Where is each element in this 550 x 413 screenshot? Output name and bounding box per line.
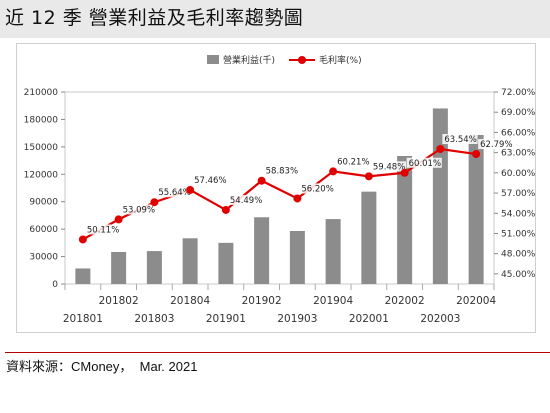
gross-margin-data-label: 55.64% [158, 188, 190, 198]
x-axis-category-label: 201804 [170, 295, 210, 307]
gross-margin-data-label: 57.46% [194, 176, 226, 186]
x-axis-category-label: 202004 [456, 295, 496, 307]
gross-margin-point [150, 198, 159, 207]
right-axis-tick-label: 45.00% [501, 270, 536, 280]
x-axis-category-label: 202002 [385, 295, 425, 307]
right-axis-tick-label: 66.00% [501, 128, 536, 138]
gross-margin-label-bg [299, 183, 335, 194]
left-axis-tick-label: 180000 [24, 115, 59, 125]
gross-margin-label-bg [192, 174, 228, 185]
right-axis-tick-label: 57.00% [501, 189, 536, 199]
gross-margin-point [400, 168, 409, 177]
operating-income-bar [182, 238, 198, 284]
gross-margin-label-bg [263, 165, 299, 176]
gross-margin-label-bg [406, 157, 442, 168]
right-axis-tick-label: 69.00% [501, 108, 536, 118]
combo-chart: 0 30000 60000 90000 120000 150000 180000 210000… [24, 54, 536, 325]
operating-income-bar [146, 251, 162, 284]
operating-income-bar [361, 191, 377, 284]
gross-margin-point [472, 150, 481, 159]
right-axis-tick-label: 48.00% [501, 250, 536, 260]
right-axis-tick-label: 51.00% [501, 229, 536, 239]
operating-income-bar [397, 156, 413, 284]
operating-income-bar [468, 134, 484, 284]
gross-margin-point [293, 194, 302, 203]
x-axis-category-label: 201801 [63, 313, 103, 325]
x-axis-category-label: 201904 [313, 295, 353, 307]
operating-income-bar [75, 268, 91, 284]
gross-margin-label-bg [335, 156, 371, 167]
gross-margin-label-bg [84, 224, 121, 235]
gross-margin-data-label: 50.11% [87, 225, 119, 235]
operating-income-bar [325, 219, 341, 284]
legend-line-label: 毛利率(%) [319, 54, 362, 66]
axes: 0 30000 60000 90000 120000 150000 180000 210000… [24, 88, 536, 325]
gross-margin-point [78, 235, 87, 244]
gross-margin-label-bg [227, 194, 264, 205]
gross-margin-data-label: 60.01% [409, 159, 441, 169]
gross-margin-data-label: 59.48% [373, 162, 405, 172]
left-axis-tick-label: 120000 [24, 170, 59, 180]
gross-margin-data-label: 53.09% [123, 205, 155, 215]
x-axis-category-label: 202003 [420, 313, 460, 325]
operating-income-bar [111, 252, 127, 284]
gross-margin-point [436, 144, 445, 153]
left-axis-tick-label: 60000 [29, 225, 58, 235]
x-axis-category-label: 202001 [349, 313, 389, 325]
gross-margin-data-label: 62.79% [480, 140, 512, 150]
gross-margin-point [257, 176, 266, 185]
legend-bar-label: 營業利益(千) [223, 54, 275, 66]
gross-margin-data-label: 54.49% [230, 196, 262, 206]
gross-margin-line: 50.11% 53.09%55.64% 57.46% 54.49% 58.83%56.2… [78, 133, 514, 244]
operating-income-bar [254, 217, 270, 284]
right-axis-tick-label: 72.00% [501, 88, 536, 98]
gross-margin-data-label: 56.20% [301, 184, 333, 194]
x-axis-category-label: 201901 [206, 313, 246, 325]
gross-margin-label-bg [478, 139, 514, 150]
right-axis-tick-label: 63.00% [501, 149, 536, 159]
left-axis-tick-label: 150000 [24, 143, 59, 153]
x-axis-category-label: 201903 [277, 313, 317, 325]
gross-margin-data-label: 58.83% [266, 167, 298, 177]
legend: 營業利益(千) 毛利率(%) [207, 54, 362, 66]
page-title: 近 12 季 營業利益及毛利率趨勢圖 [5, 7, 304, 29]
operating-income-bar [289, 230, 305, 284]
gross-margin-label-bg [442, 133, 478, 144]
chart-frame: 0 30000 60000 90000 120000 150000 180000 210000… [16, 43, 536, 333]
x-axis-category-label: 201803 [134, 313, 174, 325]
gross-margin-point [186, 185, 195, 194]
gross-margin-point [221, 205, 230, 214]
left-axis-tick-label: 0 [52, 280, 58, 290]
left-axis-tick-label: 30000 [29, 253, 58, 263]
right-axis-tick-label: 54.00% [501, 209, 536, 219]
gross-margin-point [114, 215, 123, 224]
x-axis-category-label: 201802 [99, 295, 139, 307]
operating-income-bar [218, 242, 234, 284]
gross-margin-data-label: 63.54% [444, 135, 476, 145]
gross-margin-data-label: 60.21% [337, 157, 369, 167]
right-axis-tick-label: 60.00% [501, 169, 536, 179]
plot-area [64, 91, 495, 285]
legend-line-marker [298, 56, 306, 64]
gross-margin-point [329, 167, 338, 176]
legend-bar-swatch [207, 55, 219, 64]
left-axis-tick-label: 210000 [24, 88, 59, 98]
title-bar: 近 12 季 營業利益及毛利率趨勢圖 [0, 0, 550, 38]
bars [75, 108, 484, 284]
left-axis-tick-label: 90000 [29, 198, 58, 208]
gross-margin-label-bg [156, 187, 192, 198]
source-divider [5, 352, 550, 353]
x-axis-category-label: 201902 [242, 295, 282, 307]
source-note: 資料來源：CMoney， Mar. 2021 [6, 359, 198, 374]
gross-margin-point [364, 172, 373, 181]
gross-margin-label-bg [120, 204, 156, 215]
gross-margin-label-bg [370, 161, 407, 172]
